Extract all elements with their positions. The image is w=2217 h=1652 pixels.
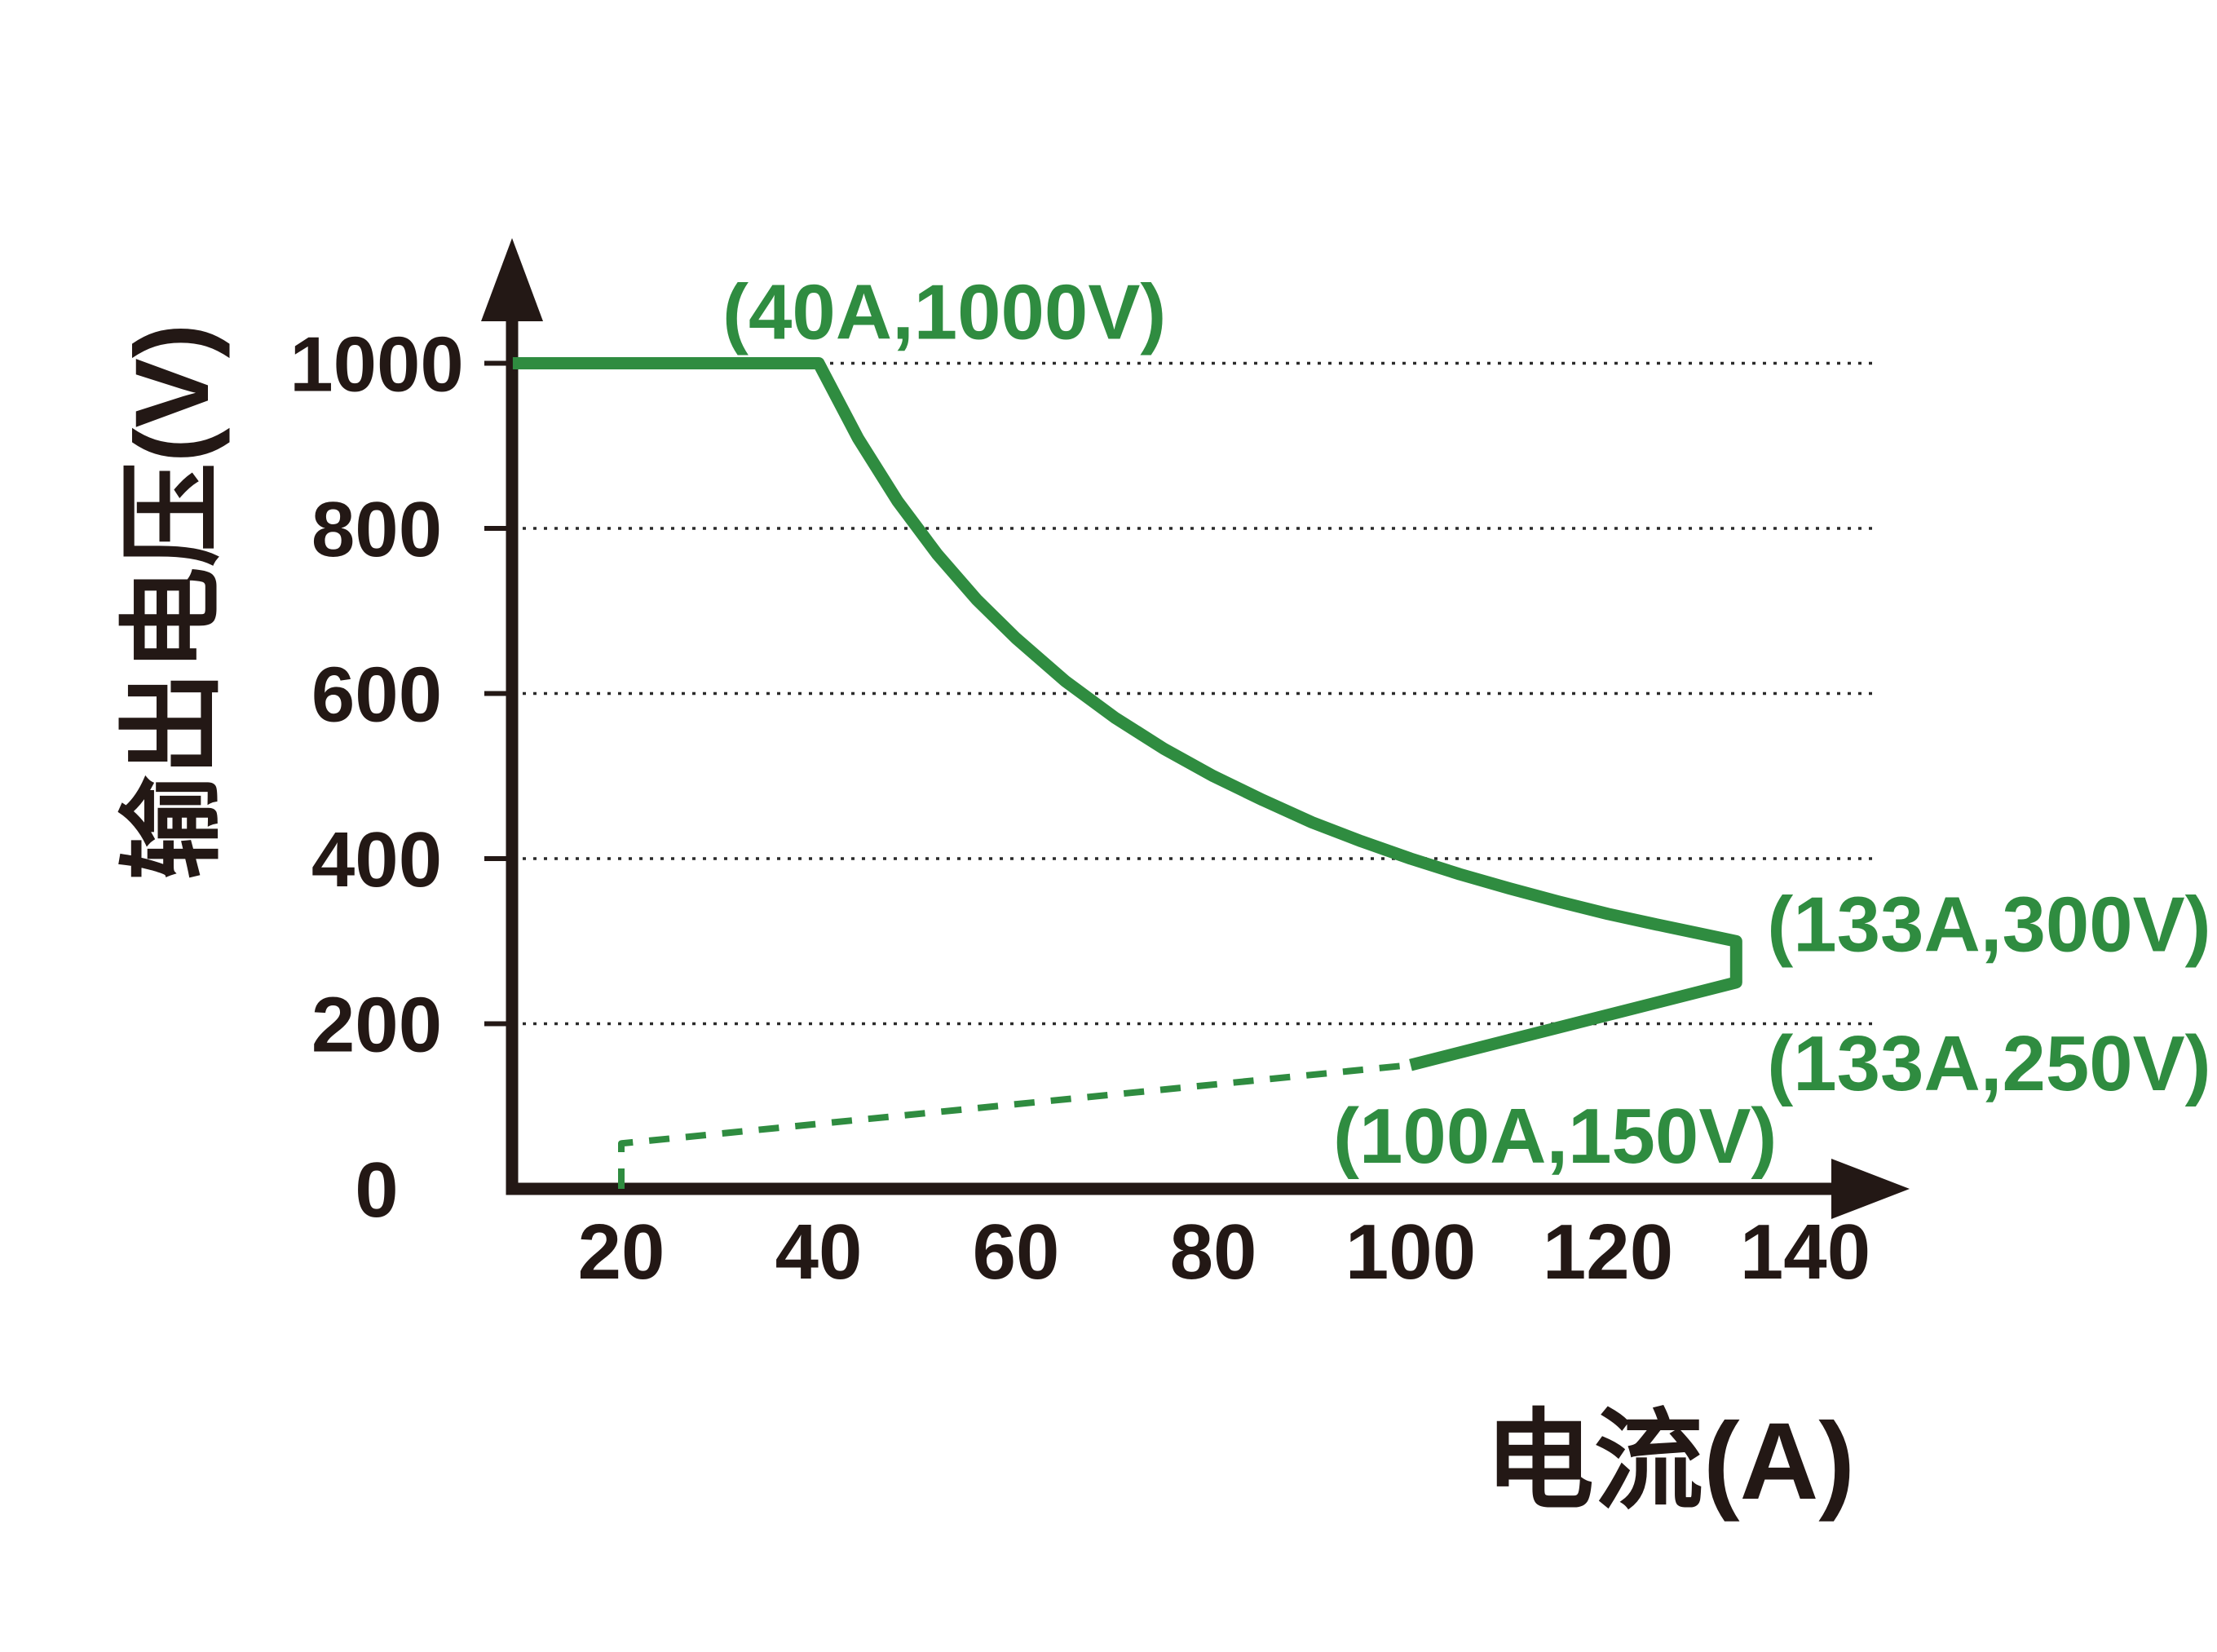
x-tick-label-20: 20 [578, 1208, 665, 1296]
y-tick-label-0: 0 [355, 1146, 398, 1234]
x-tick-label-60: 60 [973, 1208, 1060, 1296]
x-axis-arrow-icon [1831, 1159, 1910, 1219]
point-label-40a-1000v: (40A,1000V) [722, 269, 1166, 356]
x-tick-label-80: 80 [1170, 1208, 1257, 1296]
x-tick-label-120: 120 [1543, 1208, 1673, 1296]
y-tick-label-400: 400 [311, 816, 442, 903]
point-label-133a-300v: (133A,300V) [1767, 881, 2210, 968]
chart-plot-area: 20 40 60 80 100 120 140 0 200 400 600 800 1000 (40A,1… [289, 238, 2211, 1296]
series-lower-boundary-dashed [618, 1062, 1411, 1189]
x-tick-label-40: 40 [775, 1208, 863, 1296]
series-output-envelope-solid [512, 357, 1742, 1071]
y-tick-label-600: 600 [311, 652, 442, 739]
point-label-133a-250v: (133A,250V) [1767, 1020, 2210, 1107]
y-tick-label-800: 800 [311, 486, 442, 573]
x-axis-title: 电流(A) [1485, 1401, 1855, 1522]
point-label-100a-150v: (100A,150V) [1333, 1093, 1777, 1180]
x-tick-label-100: 100 [1345, 1208, 1476, 1296]
y-tick-label-200: 200 [311, 982, 442, 1069]
y-axis-title: 输出电压(V) [114, 324, 231, 881]
x-tick-label-140: 140 [1740, 1208, 1870, 1296]
y-tick-label-1000: 1000 [289, 321, 464, 409]
y-axis-arrow-icon [481, 238, 543, 321]
